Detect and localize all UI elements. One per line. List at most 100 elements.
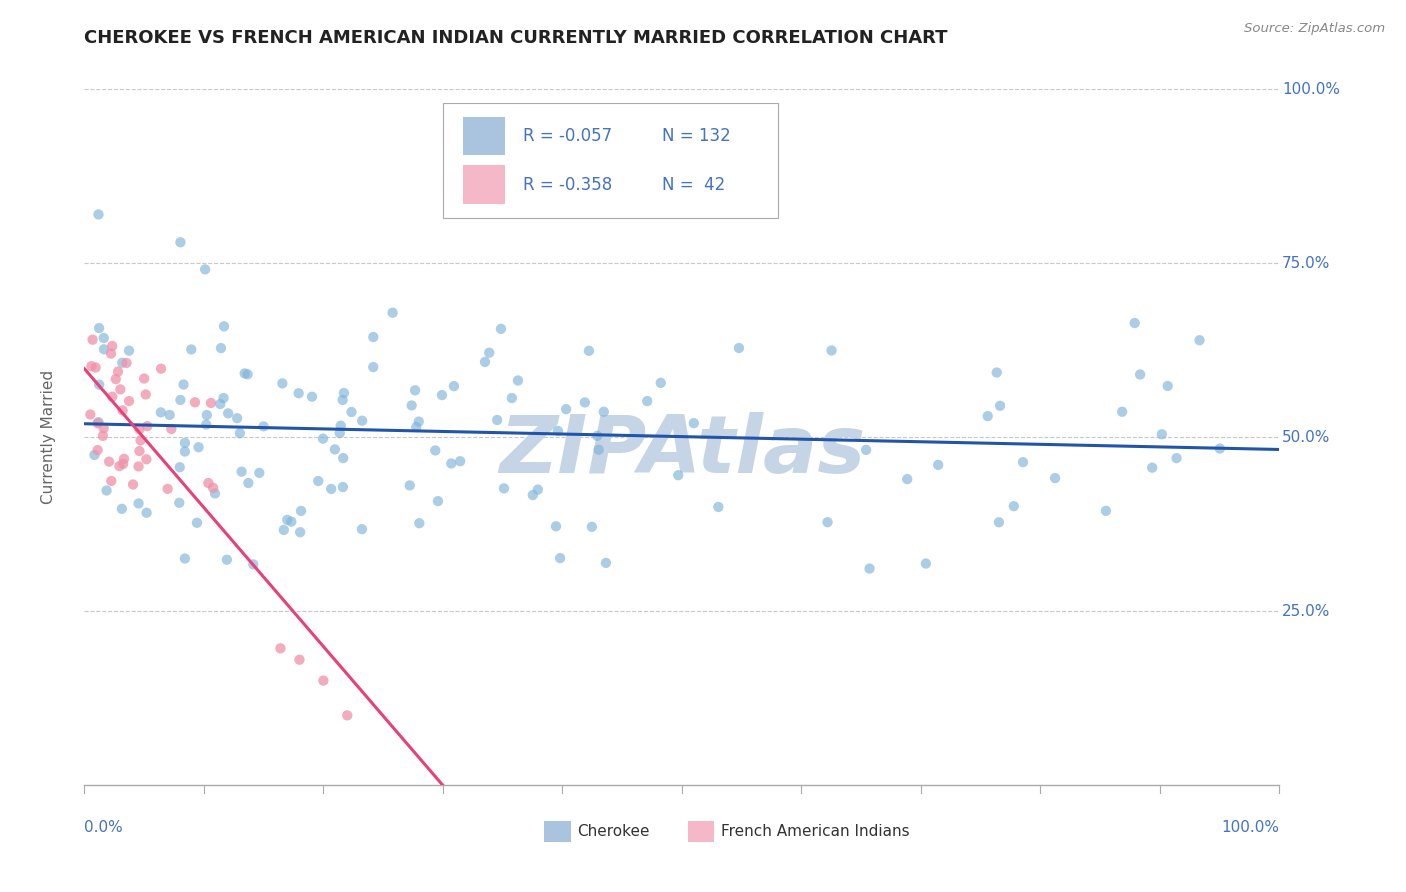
Point xyxy=(204,486,226,500)
Point xyxy=(332,451,354,466)
Point xyxy=(288,653,311,667)
Point xyxy=(217,406,239,420)
Point xyxy=(1188,333,1211,347)
Point xyxy=(169,460,191,475)
Point xyxy=(555,402,578,417)
Point xyxy=(527,483,550,497)
Point xyxy=(112,457,135,471)
Point xyxy=(87,321,110,335)
Point xyxy=(336,708,359,723)
Point xyxy=(486,413,509,427)
Point xyxy=(586,429,609,443)
Point xyxy=(1043,471,1066,485)
Point xyxy=(321,482,343,496)
Point xyxy=(271,376,294,391)
Point xyxy=(307,474,329,488)
Text: ZIPAtlas: ZIPAtlas xyxy=(499,412,865,490)
Point xyxy=(1129,368,1152,382)
Point xyxy=(1140,460,1163,475)
Point xyxy=(401,399,423,413)
Point xyxy=(111,501,134,516)
Point xyxy=(1157,379,1180,393)
Point xyxy=(212,319,235,334)
Point xyxy=(988,399,1011,413)
Text: N = 132: N = 132 xyxy=(662,127,730,145)
Point xyxy=(544,519,567,533)
Point xyxy=(91,429,114,443)
Point xyxy=(817,515,839,529)
Point xyxy=(96,483,118,498)
Point xyxy=(87,207,110,221)
Point xyxy=(101,339,124,353)
Point xyxy=(128,444,150,458)
Point xyxy=(425,443,447,458)
Point xyxy=(226,411,249,425)
Point xyxy=(1166,451,1188,466)
Text: French American Indians: French American Indians xyxy=(721,824,910,839)
FancyBboxPatch shape xyxy=(544,822,571,842)
Point xyxy=(404,384,426,398)
Point xyxy=(350,522,373,536)
Point xyxy=(986,366,1008,380)
Point xyxy=(280,515,302,529)
Point xyxy=(150,361,173,376)
Point xyxy=(236,368,259,382)
Point xyxy=(1123,316,1146,330)
Point xyxy=(323,442,346,457)
Point xyxy=(128,496,150,510)
Point xyxy=(87,416,110,430)
Point xyxy=(361,360,384,375)
Point xyxy=(83,448,105,462)
Text: CHEROKEE VS FRENCH AMERICAN INDIAN CURRENTLY MARRIED CORRELATION CHART: CHEROKEE VS FRENCH AMERICAN INDIAN CURRE… xyxy=(84,29,948,47)
Point xyxy=(156,482,179,496)
Point xyxy=(728,341,751,355)
Point xyxy=(84,360,107,375)
Point xyxy=(340,405,363,419)
Point xyxy=(581,520,603,534)
Text: Currently Married: Currently Married xyxy=(41,370,56,504)
Text: 25.0%: 25.0% xyxy=(1282,604,1330,618)
Point xyxy=(80,359,103,374)
Point xyxy=(200,396,222,410)
Point xyxy=(209,341,232,355)
Point xyxy=(408,516,430,531)
Point xyxy=(976,409,998,424)
Point xyxy=(135,387,157,401)
Point xyxy=(588,442,610,457)
Point xyxy=(89,377,111,392)
Point xyxy=(202,481,225,495)
Point xyxy=(195,408,218,422)
Point xyxy=(443,379,465,393)
Point xyxy=(896,472,918,486)
Point xyxy=(159,408,181,422)
Point xyxy=(312,673,335,688)
Point xyxy=(332,392,354,407)
Point xyxy=(242,558,264,572)
Point xyxy=(212,391,235,405)
Point xyxy=(440,457,463,471)
Point xyxy=(100,474,122,488)
Point xyxy=(100,346,122,360)
FancyBboxPatch shape xyxy=(463,165,505,203)
Point xyxy=(169,392,191,407)
Point xyxy=(707,500,730,514)
Point xyxy=(522,488,544,502)
Text: N =  42: N = 42 xyxy=(662,176,725,194)
Point xyxy=(1012,455,1035,469)
Point xyxy=(129,434,152,448)
Point xyxy=(381,306,404,320)
Point xyxy=(112,451,135,466)
Point xyxy=(149,405,172,419)
Point xyxy=(111,356,134,370)
Point xyxy=(855,442,877,457)
Point xyxy=(1095,504,1118,518)
Point xyxy=(194,262,217,277)
Point xyxy=(252,419,274,434)
Point xyxy=(288,525,311,540)
Point xyxy=(197,475,219,490)
Text: Source: ZipAtlas.com: Source: ZipAtlas.com xyxy=(1244,22,1385,36)
Point xyxy=(173,377,195,392)
Point xyxy=(187,440,209,454)
Text: R = -0.358: R = -0.358 xyxy=(523,176,612,194)
Point xyxy=(269,641,291,656)
